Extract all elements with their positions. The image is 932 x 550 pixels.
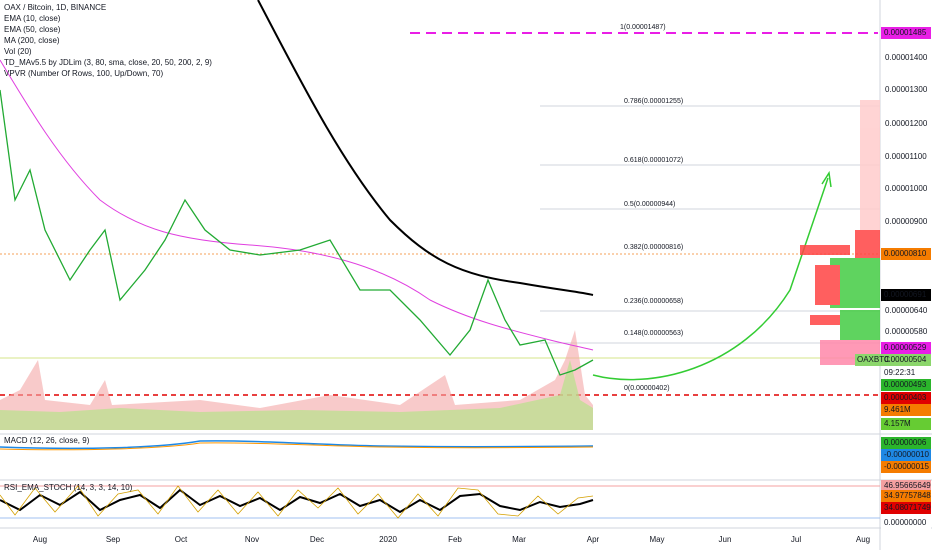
pane-legend: RSI_EMA_STOCH (14, 3, 3, 14, 10) — [4, 483, 133, 492]
price-scale-label: 0.00000640 — [885, 306, 928, 315]
macd-line — [0, 440, 594, 450]
price-tag: -0.00000010 — [884, 450, 929, 459]
volume-area — [0, 330, 593, 430]
time-label: Feb — [448, 535, 462, 544]
price-scale-label: 0.00001300 — [885, 85, 928, 94]
time-label: Nov — [245, 535, 259, 544]
fib-label: 1(0.00001487) — [620, 24, 666, 31]
price-tag-bg — [881, 354, 931, 366]
fib-lines — [540, 105, 880, 344]
time-label: Mar — [512, 535, 526, 544]
price-tag: 0.00000691 — [884, 290, 927, 299]
price-tag-bg — [881, 404, 931, 416]
price-tag-bg — [881, 418, 931, 430]
price-tag: 4.157M — [884, 419, 911, 428]
time-label: Aug — [33, 535, 47, 544]
fib-label: 0(0.00000402) — [624, 385, 670, 392]
fib-label: 0.5(0.00000944) — [624, 201, 675, 208]
price-tag: 0.00000006 — [884, 438, 927, 447]
price-tag-bg — [881, 502, 931, 514]
time-label: Sep — [106, 535, 121, 544]
price-scale-label: 0.00000900 — [885, 217, 928, 226]
price-tag-bg — [881, 27, 931, 39]
price-tag-bg — [881, 342, 931, 354]
time-label: Aug — [856, 535, 870, 544]
price-tag-bg — [881, 437, 931, 449]
price-tag: 9.461M — [884, 405, 911, 414]
legend-line: OAX / Bitcoin, 1D, BINANCE — [4, 3, 106, 12]
fib-label: 0.786(0.00001255) — [624, 98, 683, 105]
price-tag: 0.00001485 — [884, 28, 927, 37]
legend-line: Vol (20) — [4, 47, 32, 56]
price-tag: -0.00000015 — [884, 462, 929, 471]
price-scale-label: 0.00001000 — [885, 184, 928, 193]
price-scale-label: 0.00000580 — [885, 327, 928, 336]
legend-line: TD_MAv5.5 by JDLim (3, 80, sma, close, 2… — [4, 58, 212, 67]
fib-label: 0.236(0.00000658) — [624, 298, 683, 305]
time-label: Apr — [587, 535, 600, 544]
ema50-line — [0, 59, 594, 351]
price-tag: 34.97757848 — [884, 491, 931, 500]
price-tag: 0.00000810 — [884, 249, 927, 258]
price-tag-bg — [881, 392, 931, 404]
price-tag: 0.00000529 — [884, 343, 927, 352]
ma200-line — [257, 0, 594, 296]
time-label: Jul — [791, 535, 801, 544]
price-scale-label: 0.00001400 — [885, 53, 928, 62]
price-tag-bg — [881, 517, 931, 529]
price-tag-bg — [881, 367, 931, 379]
fib-label: 0.148(0.00000563) — [624, 330, 683, 337]
price-line — [0, 89, 594, 376]
signal-line — [0, 442, 594, 451]
volume-area — [0, 360, 593, 430]
price-tag: 0.00000504 — [884, 355, 927, 364]
stoch-line — [0, 485, 594, 519]
time-label: May — [649, 535, 664, 544]
symbol-tag: OAXBTC — [857, 355, 890, 364]
price-tag: 46.95665649 — [884, 481, 931, 490]
rsi-line — [0, 488, 594, 514]
projection-arrow — [592, 177, 829, 381]
price-tag-bg — [881, 490, 931, 502]
price-tag-bg — [881, 248, 931, 260]
price-tag: 0.00000000 — [884, 518, 927, 527]
arrow-head — [821, 170, 832, 188]
legend-line: VPVR (Number Of Rows, 100, Up/Down, 70) — [4, 69, 164, 78]
time-label: Oct — [175, 535, 188, 544]
time-label: Jun — [719, 535, 732, 544]
price-scale-label: 0.00001200 — [885, 119, 928, 128]
pane-legend: MACD (12, 26, close, 9) — [4, 436, 90, 445]
volume-profile — [800, 100, 880, 365]
legend-line: MA (200, close) — [4, 36, 60, 45]
symbol-tag-bg — [855, 354, 881, 366]
price-tag: 0.00000493 — [884, 380, 927, 389]
fib-label: 0.618(0.00001072) — [624, 157, 683, 164]
price-tag-bg — [881, 379, 931, 391]
time-label: 2020 — [379, 535, 397, 544]
legend-line: EMA (10, close) — [4, 14, 61, 23]
price-scale-label: 0.00001100 — [885, 152, 927, 161]
price-tag-bg — [881, 449, 931, 461]
price-tag-bg — [881, 480, 931, 492]
price-tag: 34.08071749 — [884, 503, 931, 512]
price-tag-bg — [881, 289, 931, 301]
fib-label: 0.382(0.00000816) — [624, 244, 683, 251]
legend-line: EMA (50, close) — [4, 25, 61, 34]
price-tag-bg — [881, 461, 931, 473]
price-tag: 0.00000403 — [884, 393, 927, 402]
price-tag: 09:22:31 — [884, 368, 916, 377]
time-label: Dec — [310, 535, 324, 544]
